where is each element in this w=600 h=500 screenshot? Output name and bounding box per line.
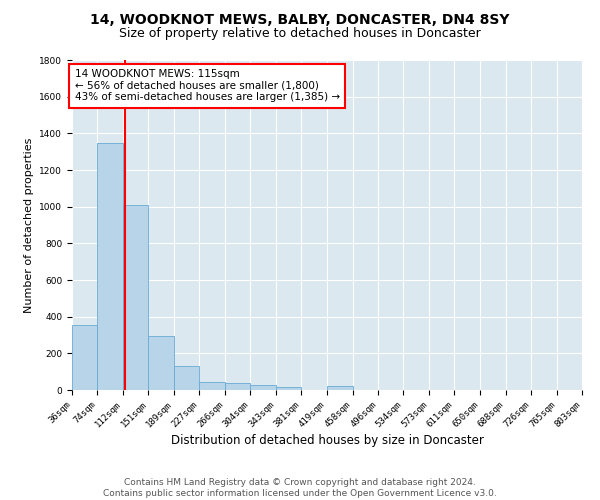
Bar — [72, 325, 97, 390]
Bar — [276, 386, 301, 390]
Bar — [97, 144, 122, 390]
Text: 14 WOODKNOT MEWS: 115sqm
← 56% of detached houses are smaller (1,800)
43% of sem: 14 WOODKNOT MEWS: 115sqm ← 56% of detach… — [74, 69, 340, 102]
Y-axis label: Number of detached properties: Number of detached properties — [24, 138, 34, 312]
Text: 14, WOODKNOT MEWS, BALBY, DONCASTER, DN4 8SY: 14, WOODKNOT MEWS, BALBY, DONCASTER, DN4… — [90, 12, 510, 26]
Text: Contains HM Land Registry data © Crown copyright and database right 2024.
Contai: Contains HM Land Registry data © Crown c… — [103, 478, 497, 498]
Bar — [199, 382, 225, 390]
X-axis label: Distribution of detached houses by size in Doncaster: Distribution of detached houses by size … — [170, 434, 484, 448]
Bar — [225, 383, 250, 390]
Bar — [174, 366, 199, 390]
Bar — [148, 336, 174, 390]
Bar — [122, 205, 148, 390]
Text: Size of property relative to detached houses in Doncaster: Size of property relative to detached ho… — [119, 28, 481, 40]
Bar — [250, 386, 276, 390]
Bar — [326, 386, 353, 390]
